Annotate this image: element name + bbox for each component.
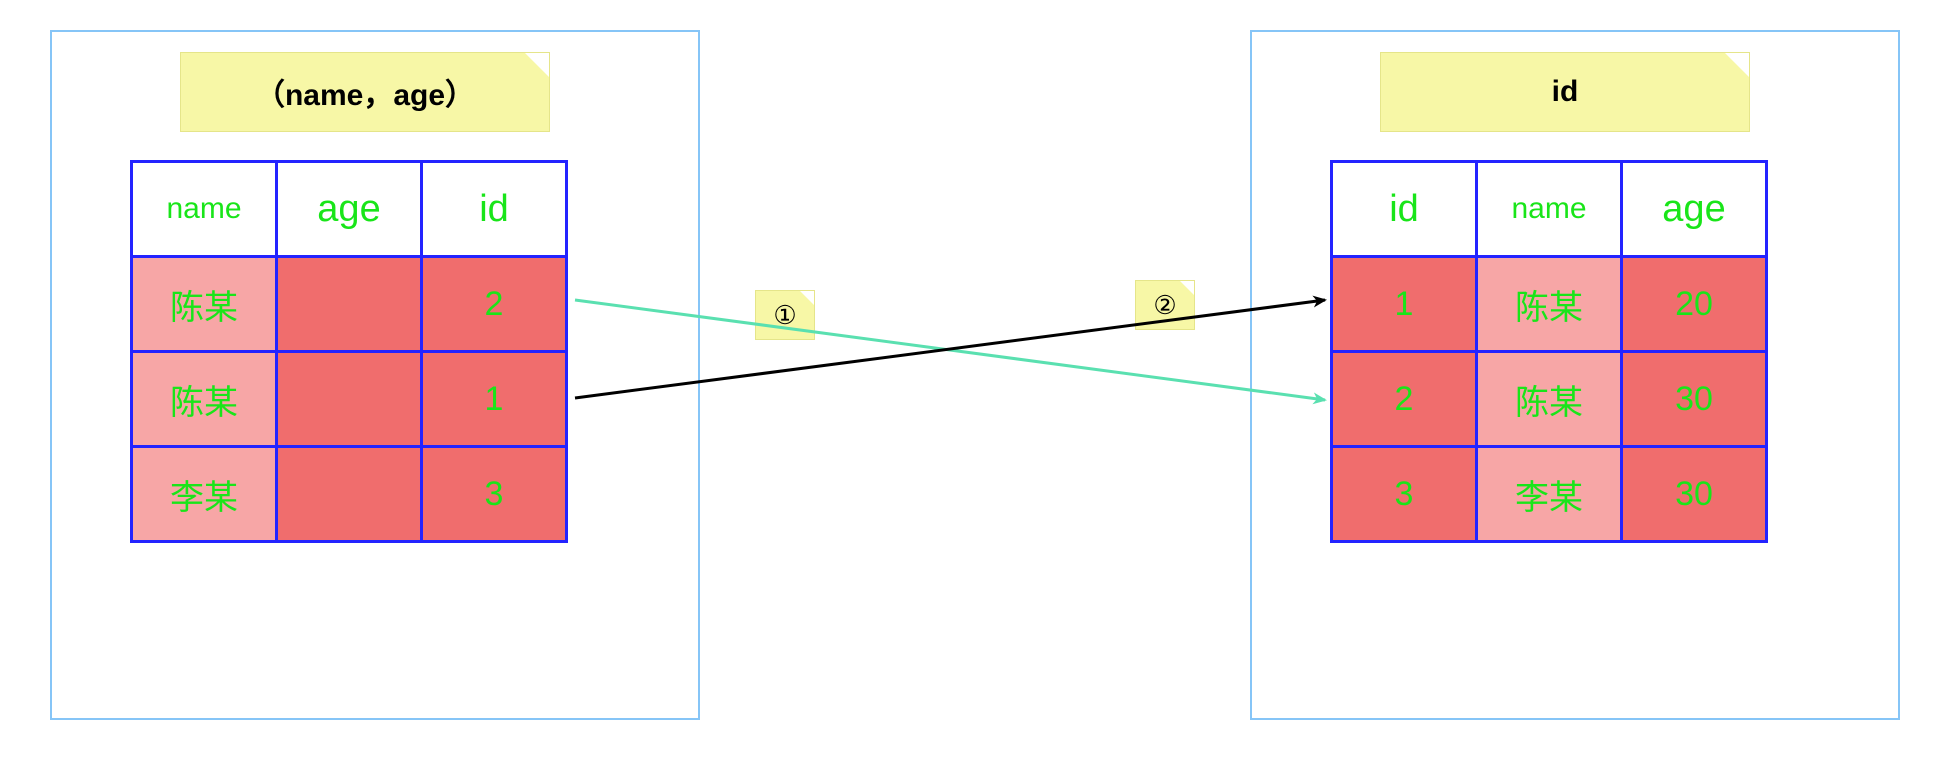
table-cell: 2: [1332, 352, 1477, 447]
arrow-label-note-2: ②: [1135, 280, 1195, 330]
arrow-label-2: ②: [1153, 290, 1176, 321]
table-cell: 3: [1332, 447, 1477, 542]
note-fold-icon: [525, 53, 549, 77]
arrow-label-note-1: ①: [755, 290, 815, 340]
table-cell: 1: [1332, 257, 1477, 352]
column-header: age: [1622, 162, 1767, 257]
table-cell: [277, 352, 422, 447]
left-panel-title-note: （name，age）: [180, 52, 550, 132]
table-cell: 陈某: [132, 352, 277, 447]
table-row: 3李某30: [1332, 447, 1767, 542]
column-header: name: [132, 162, 277, 257]
column-header: id: [422, 162, 567, 257]
column-header: name: [1477, 162, 1622, 257]
right-table: idnameage1陈某202陈某303李某30: [1330, 160, 1768, 543]
arrow-label-1: ①: [773, 300, 796, 331]
table-cell: 20: [1622, 257, 1767, 352]
table-cell: 3: [422, 447, 567, 542]
note-fold-icon: [1725, 53, 1749, 77]
table-cell: 2: [422, 257, 567, 352]
left-panel-title-text: （name，age）: [255, 70, 475, 114]
table-cell: 李某: [132, 447, 277, 542]
table-cell: 陈某: [1477, 352, 1622, 447]
table-row: 1陈某20: [1332, 257, 1767, 352]
table-row: 2陈某30: [1332, 352, 1767, 447]
table-cell: 陈某: [132, 257, 277, 352]
table-cell: 30: [1622, 447, 1767, 542]
left-table: nameageid 陈某 2 陈某 1 李某 3: [130, 160, 568, 543]
right-panel-title-text: id: [1552, 75, 1579, 109]
table-row: 陈某 1: [132, 352, 567, 447]
table-cell: 30: [1622, 352, 1767, 447]
note-fold-icon: [800, 291, 814, 305]
table-row: 陈某 2: [132, 257, 567, 352]
column-header: age: [277, 162, 422, 257]
note-fold-icon: [1180, 281, 1194, 295]
column-header: id: [1332, 162, 1477, 257]
table-cell: 陈某: [1477, 257, 1622, 352]
table-row: 李某 3: [132, 447, 567, 542]
table-cell: [277, 257, 422, 352]
table-cell: [277, 447, 422, 542]
table-cell: 1: [422, 352, 567, 447]
right-panel-title-note: id: [1380, 52, 1750, 132]
table-cell: 李某: [1477, 447, 1622, 542]
